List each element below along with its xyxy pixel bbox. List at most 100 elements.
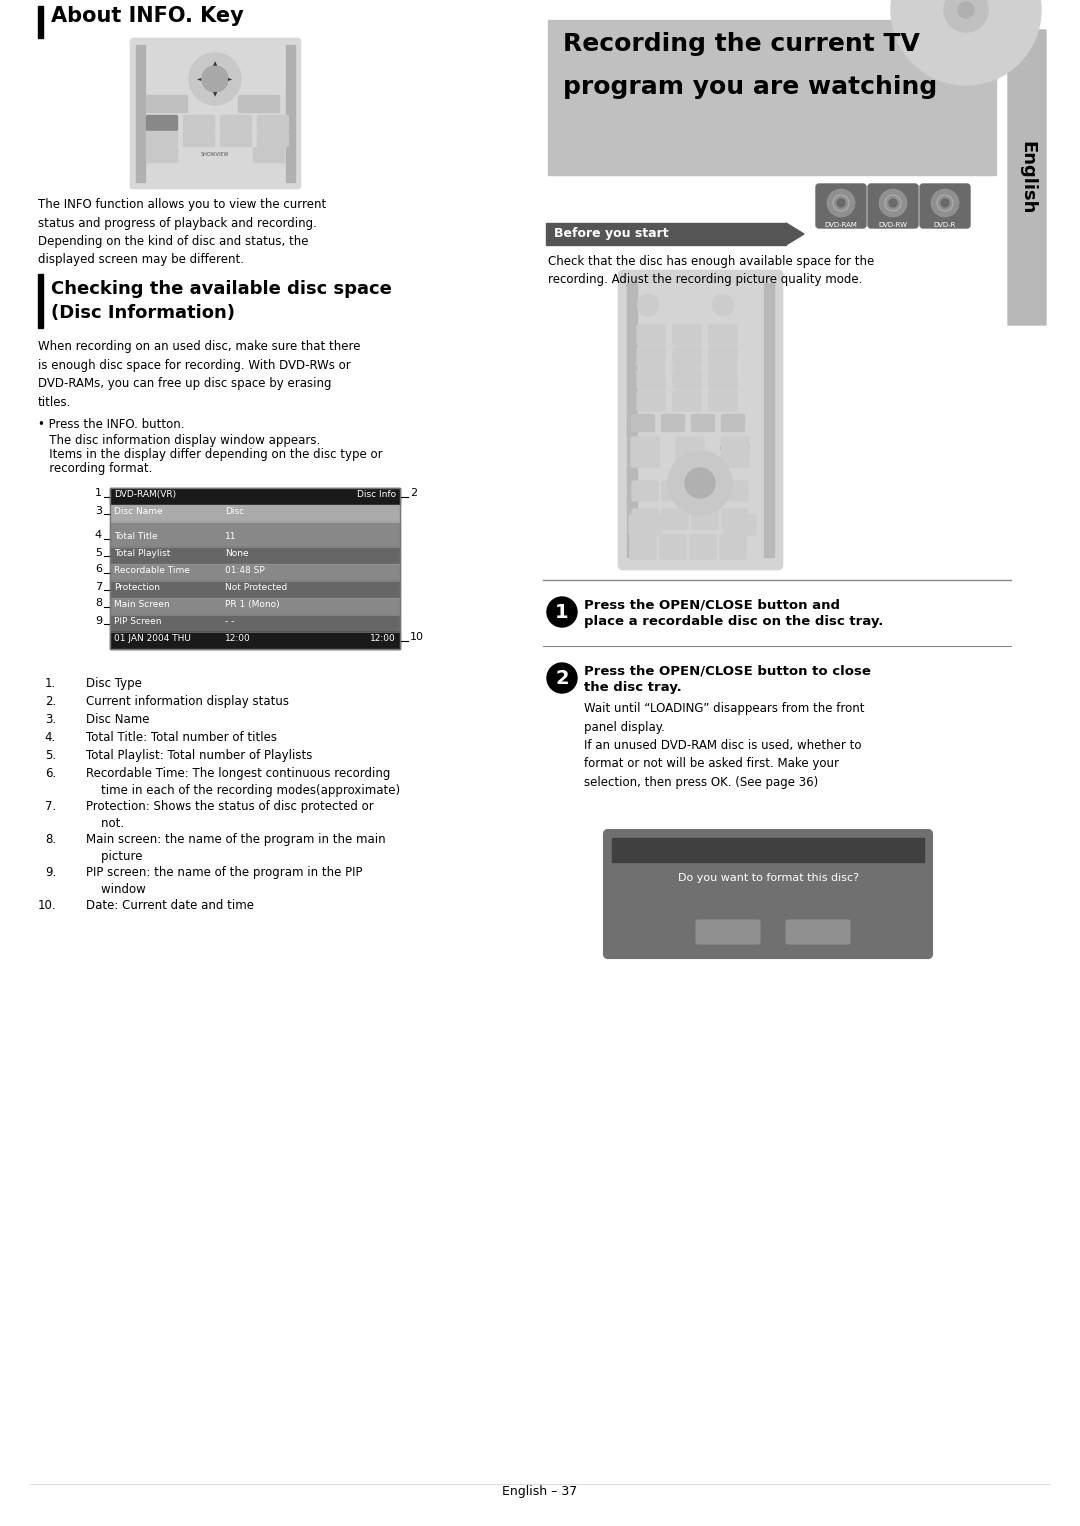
Bar	[110, 530, 400, 546]
FancyBboxPatch shape	[696, 920, 760, 945]
Circle shape	[837, 198, 845, 208]
Text: Disc Name: Disc Name	[86, 713, 149, 726]
Text: The INFO function allows you to view the current
status and progress of playback: The INFO function allows you to view the…	[38, 198, 326, 267]
FancyBboxPatch shape	[721, 415, 744, 432]
FancyBboxPatch shape	[868, 185, 918, 227]
Text: On: On	[644, 302, 652, 308]
Text: REPEAT
A-B: REPEAT A-B	[228, 121, 244, 130]
FancyBboxPatch shape	[724, 514, 756, 536]
FancyBboxPatch shape	[708, 369, 737, 389]
FancyBboxPatch shape	[632, 415, 654, 432]
FancyBboxPatch shape	[661, 542, 686, 559]
Text: PROG
∧: PROG ∧	[684, 446, 697, 456]
Text: SUBTITLE: SUBTITLE	[264, 121, 283, 124]
Text: 6.: 6.	[44, 768, 56, 780]
Text: - -: - -	[225, 617, 234, 626]
Text: Yes: Yes	[719, 928, 737, 938]
FancyBboxPatch shape	[632, 481, 658, 501]
Text: 6: 6	[720, 353, 726, 362]
Text: PR 1 (Mono): PR 1 (Mono)	[225, 600, 280, 609]
Text: Total Title: Total number of titles: Total Title: Total number of titles	[86, 731, 276, 745]
Text: No: No	[811, 928, 825, 938]
Text: Main screen: the name of the program in the main
    picture: Main screen: the name of the program in …	[86, 833, 386, 864]
FancyBboxPatch shape	[239, 96, 280, 113]
Circle shape	[958, 2, 974, 18]
Text: 2: 2	[555, 668, 569, 688]
Bar	[110, 565, 400, 581]
Circle shape	[669, 452, 732, 514]
Text: TV: TV	[700, 421, 706, 426]
Text: 12:00: 12:00	[370, 633, 396, 642]
Text: DVD-R: DVD-R	[934, 221, 956, 227]
Text: 10: 10	[410, 632, 424, 642]
Text: 2: 2	[410, 488, 417, 499]
Text: 4: 4	[95, 531, 102, 540]
Text: 2: 2	[685, 331, 690, 339]
Circle shape	[189, 53, 241, 105]
Text: Recordable Time: Recordable Time	[114, 566, 190, 575]
Text: DVD-RAM(VR): DVD-RAM(VR)	[114, 490, 176, 499]
Text: 5.: 5.	[45, 749, 56, 761]
Text: DVD-RAM: DVD-RAM	[824, 221, 858, 227]
FancyBboxPatch shape	[147, 131, 177, 146]
Text: Do you want to format this disc?: Do you want to format this disc?	[677, 873, 859, 884]
Text: Disc Name: Disc Name	[114, 507, 163, 516]
Text: 12:00: 12:00	[225, 633, 251, 642]
Bar	[110, 522, 400, 530]
Circle shape	[944, 0, 988, 32]
Text: SUBTITLE: SUBTITLE	[724, 548, 743, 552]
Text: • Press the INFO. button.: • Press the INFO. button.	[38, 418, 185, 430]
Text: Total Title: Total Title	[114, 533, 158, 542]
Text: ▲: ▲	[213, 61, 217, 66]
Circle shape	[828, 191, 854, 217]
FancyBboxPatch shape	[147, 148, 177, 162]
FancyBboxPatch shape	[130, 38, 301, 189]
FancyBboxPatch shape	[660, 536, 686, 559]
Text: Current information display status: Current information display status	[86, 694, 289, 708]
Bar	[110, 598, 400, 615]
Text: REPEAT: REPEAT	[665, 548, 680, 552]
Text: DVD-RW: DVD-RW	[878, 221, 907, 227]
FancyBboxPatch shape	[720, 542, 745, 559]
Bar	[110, 505, 400, 522]
FancyBboxPatch shape	[673, 325, 701, 345]
Text: TV VOL
+: TV VOL +	[636, 446, 653, 456]
Text: ►II: ►II	[700, 516, 710, 522]
Text: Total Playlist: Total number of Playlists: Total Playlist: Total number of Playlist…	[86, 749, 312, 761]
Text: Total Playlist: Total Playlist	[114, 549, 171, 559]
Text: Check that the disc has enough available space for the
recording. Adjust the rec: Check that the disc has enough available…	[548, 255, 874, 287]
Text: program you are watching: program you are watching	[563, 75, 937, 99]
Text: 3: 3	[720, 331, 726, 339]
FancyBboxPatch shape	[220, 131, 252, 146]
Text: 01 JAN 2004 THU: 01 JAN 2004 THU	[114, 633, 191, 642]
FancyBboxPatch shape	[257, 131, 288, 146]
FancyBboxPatch shape	[690, 536, 716, 559]
Text: ■: ■	[672, 488, 678, 494]
Text: Unformatted Disc: Unformatted Disc	[713, 839, 823, 850]
Bar	[110, 581, 400, 598]
Text: 4: 4	[648, 353, 653, 362]
Bar	[136, 44, 145, 182]
FancyBboxPatch shape	[723, 481, 748, 501]
Circle shape	[546, 597, 577, 627]
Text: PLAY
LIST: PLAY LIST	[728, 542, 738, 551]
Text: 5: 5	[95, 548, 102, 557]
FancyBboxPatch shape	[708, 391, 737, 410]
Text: 7: 7	[95, 581, 102, 592]
Bar	[38, 275, 43, 328]
Text: REC MODE: REC MODE	[151, 136, 173, 140]
Text: On: On	[719, 302, 727, 308]
FancyBboxPatch shape	[630, 536, 656, 559]
Text: 01:48 SP: 01:48 SP	[225, 566, 265, 575]
FancyBboxPatch shape	[661, 415, 685, 432]
Text: 8: 8	[95, 598, 102, 609]
Text: PIP Screen: PIP Screen	[114, 617, 162, 626]
Text: English: English	[1018, 140, 1036, 214]
Text: INPUT: INPUT	[726, 421, 740, 426]
FancyBboxPatch shape	[184, 116, 215, 131]
Text: 0: 0	[685, 398, 689, 403]
FancyBboxPatch shape	[1008, 31, 1047, 325]
Bar	[110, 615, 400, 632]
Text: 7.: 7.	[44, 800, 56, 813]
Text: 9: 9	[720, 374, 726, 383]
